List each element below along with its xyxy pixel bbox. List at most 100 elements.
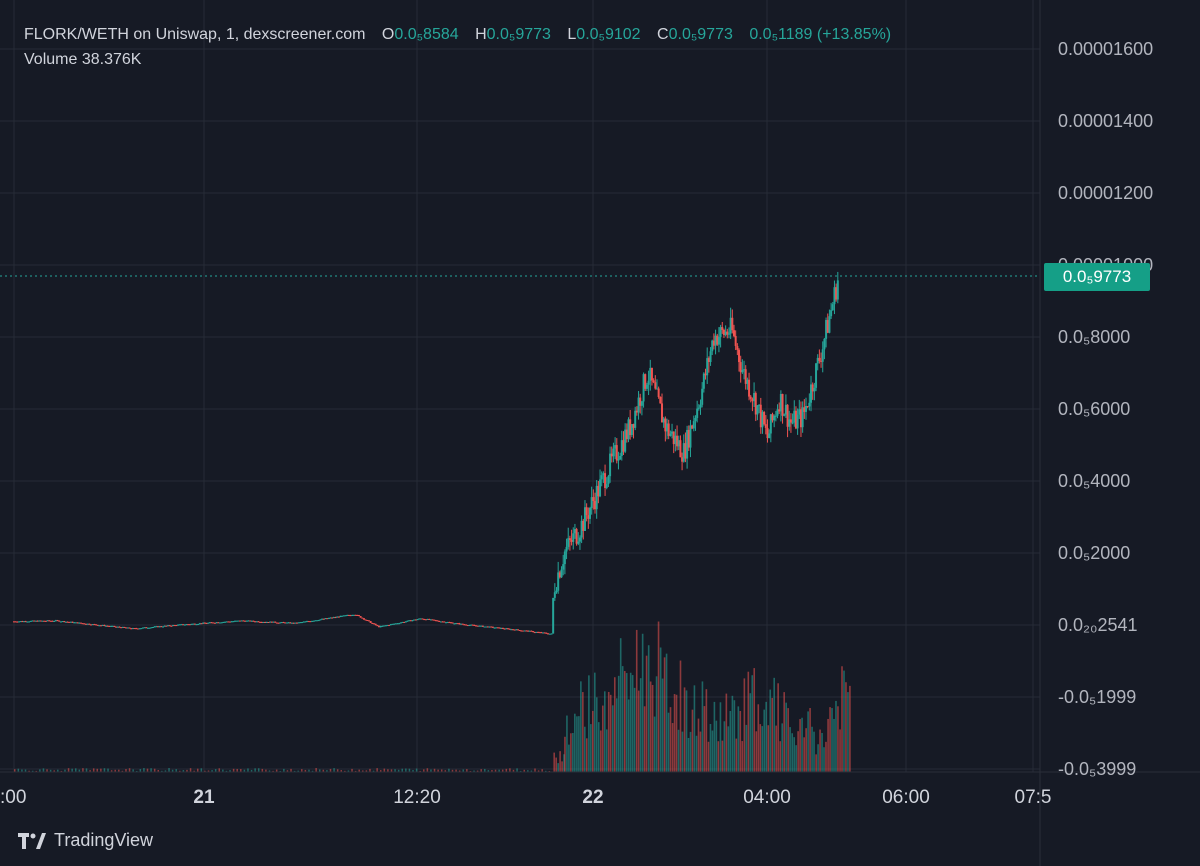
candle-body [583, 507, 586, 531]
candle-body [18, 621, 21, 623]
volume-bar [641, 633, 644, 772]
candle-body [609, 453, 612, 477]
candle-body [438, 621, 441, 623]
volume-bar [204, 770, 206, 772]
volume-bar [473, 770, 475, 772]
candle-body [249, 620, 252, 622]
candle-body [234, 620, 237, 622]
candle-body [182, 624, 185, 626]
candle-body [508, 628, 511, 630]
volume-bar [691, 709, 694, 772]
volume-bar [512, 769, 515, 772]
volume-bar [793, 737, 795, 772]
candle-body [751, 398, 754, 402]
candle-body [711, 340, 714, 352]
volume-bar [771, 697, 774, 772]
candle-body [768, 433, 771, 439]
candle-body [115, 626, 118, 628]
candle-body [520, 630, 523, 632]
candle-body [463, 624, 466, 626]
candle-body [46, 620, 49, 622]
volume-bar [803, 737, 805, 772]
candle-body [240, 620, 243, 622]
candle-body [808, 402, 811, 407]
volume-bar [847, 692, 849, 772]
candle-body [530, 630, 533, 632]
candle-body [146, 627, 149, 629]
candle-body [63, 621, 66, 623]
candles [13, 271, 839, 635]
volume-bar [110, 770, 113, 772]
candle-body [810, 384, 813, 403]
candle-body [299, 622, 302, 624]
candle-body [615, 445, 618, 461]
candle-body [779, 394, 782, 412]
volume-bar [28, 770, 30, 772]
candle-body [156, 626, 159, 628]
candle-body [726, 331, 729, 335]
candle-body [439, 621, 442, 623]
volume-bar [329, 768, 332, 772]
volume-bar [121, 770, 124, 772]
candle-body [292, 622, 295, 624]
candle-body [346, 614, 349, 616]
candle-body [321, 618, 324, 620]
tradingview-logo[interactable]: TradingView [18, 830, 153, 851]
candle-body [61, 621, 64, 623]
volume-bar [433, 768, 436, 772]
volume-legend: Volume 38.376K [24, 51, 141, 69]
candle-body [294, 622, 297, 624]
volume-bar [358, 769, 360, 772]
candle-body [74, 622, 77, 624]
candle-body [709, 351, 712, 363]
candle-body [354, 614, 357, 616]
volume-bar [705, 689, 708, 772]
volume-bar [186, 769, 188, 772]
volume-bar [617, 675, 620, 772]
candle-body [450, 622, 453, 624]
candle-body [43, 620, 46, 622]
candle-body [595, 485, 598, 510]
volume-bar [607, 691, 610, 772]
candle-body [242, 620, 245, 622]
volume-bar [597, 722, 600, 772]
candle-body [721, 327, 724, 330]
candle-body [136, 628, 139, 630]
time-tick-label: 21 [193, 787, 215, 808]
volume-bar [773, 677, 776, 772]
volume-bar [765, 701, 767, 772]
candle-body [93, 624, 96, 626]
candle-body [105, 625, 108, 627]
candle-body [254, 621, 257, 623]
candle-body [429, 619, 432, 621]
candle-body [496, 627, 499, 629]
candle-body [696, 408, 699, 418]
volume-bar [125, 769, 127, 772]
volume-bar [437, 769, 439, 772]
candle-body [804, 406, 807, 412]
candle-body [277, 622, 280, 624]
candle-body [515, 629, 518, 631]
legend-open-value: 0.0₅8584 [394, 26, 459, 43]
volume-bar [563, 754, 565, 772]
candle-body [336, 616, 339, 618]
price-tick-label: 0.0₅6000 [1058, 399, 1130, 419]
candle-body [689, 425, 692, 448]
chart-legend: FLORK/WETH on Uniswap, 1, dexscreener.co… [24, 26, 891, 44]
volume-bar [53, 770, 55, 772]
volume-bar [747, 671, 750, 772]
volume-bar [118, 769, 120, 772]
volume-bar [286, 770, 289, 772]
candle-body [727, 333, 730, 335]
volume-bar [647, 645, 650, 772]
price-axis[interactable]: 0.000016000.000014000.000012000.00001000… [1058, 39, 1153, 779]
candle-body [213, 622, 216, 624]
volume-bar [229, 770, 231, 772]
candle-body [29, 620, 32, 622]
candle-body [461, 623, 464, 625]
candle-body [446, 622, 449, 624]
time-axis[interactable]: :00 21 12:20 22 04:00 06:00 07:5 [0, 787, 1051, 808]
volume-bar [677, 729, 680, 772]
